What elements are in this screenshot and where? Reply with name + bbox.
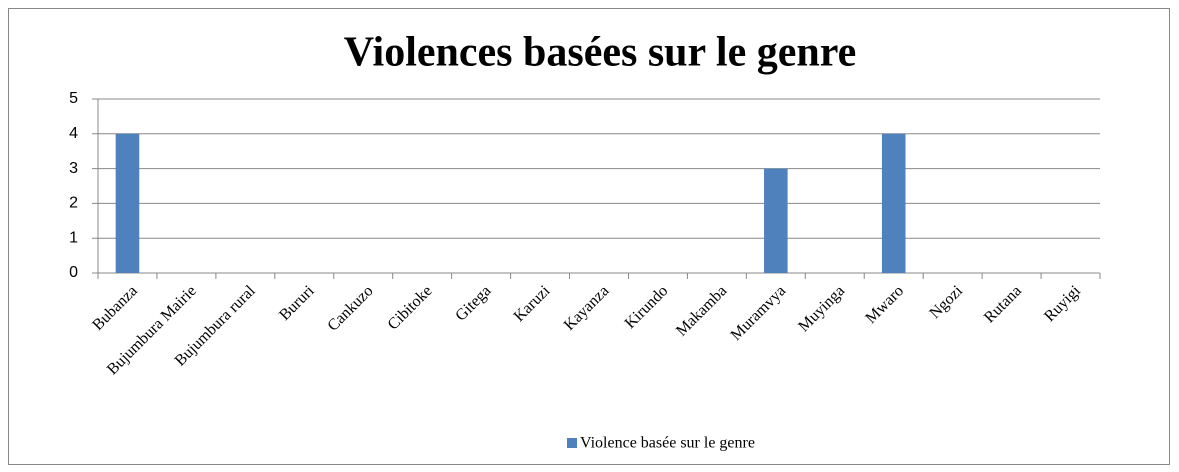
y-tick-label: 0 [69,264,78,281]
y-tick-label: 3 [69,160,78,177]
legend-swatch [567,438,577,448]
bar [881,133,906,273]
y-tick-label: 1 [69,229,78,246]
y-tick-label: 5 [69,90,78,107]
bar [115,133,140,273]
legend-label: Violence basée sur le genre [580,435,755,452]
bar [764,168,788,273]
chart-title: Violences basées sur le genre [344,30,857,76]
y-tick-label: 2 [69,195,78,212]
y-tick-label: 4 [69,125,78,142]
chart-border [8,8,1170,465]
